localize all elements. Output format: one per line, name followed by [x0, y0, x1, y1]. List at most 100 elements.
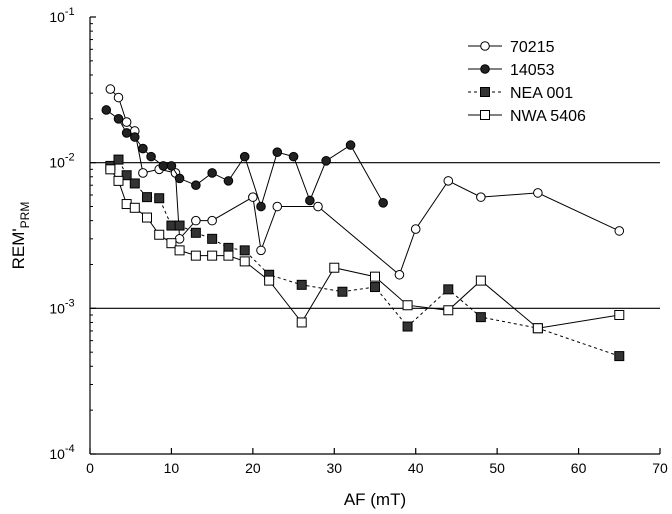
data-point — [475, 312, 486, 323]
data-point — [443, 284, 454, 295]
data-point — [532, 323, 543, 334]
legend-entry: NWA 5406 — [468, 108, 586, 125]
x-tick-label: 30 — [326, 460, 342, 476]
data-point — [402, 321, 413, 332]
data-point — [248, 192, 258, 202]
data-point — [174, 234, 185, 244]
data-point — [105, 164, 116, 175]
data-point — [239, 256, 250, 267]
data-point — [402, 300, 413, 311]
data-point — [101, 105, 112, 115]
data-point — [121, 128, 132, 138]
data-point — [207, 168, 217, 178]
y-axis-title-main: REM' — [9, 228, 28, 269]
data-point — [207, 250, 218, 261]
data-point — [329, 262, 340, 273]
data-point — [533, 188, 543, 198]
data-point — [410, 224, 421, 234]
data-point — [142, 192, 152, 203]
data-point — [476, 192, 486, 202]
data-point — [174, 245, 185, 256]
x-axis-title: AF (mT) — [344, 490, 406, 509]
y-axis-title: REM'PRM — [9, 202, 32, 270]
data-point — [475, 275, 486, 286]
data-point — [174, 173, 185, 184]
data-point — [305, 195, 315, 206]
data-point — [129, 178, 140, 189]
data-point — [154, 193, 165, 204]
legend-label: 14053 — [510, 62, 555, 79]
y-tick-exponent: -4 — [65, 443, 75, 455]
x-tick-label: 50 — [489, 460, 505, 476]
data-point — [190, 250, 201, 261]
data-point — [166, 238, 177, 249]
x-tick-label: 70 — [652, 460, 668, 476]
y-axis-title-subscript: PRM — [18, 202, 32, 229]
axis-titles: AF (mT) REM'PRM — [9, 202, 406, 509]
data-point — [138, 143, 148, 154]
legend-label: NEA 001 — [510, 85, 573, 102]
series-line — [109, 169, 620, 329]
data-point — [614, 351, 625, 362]
series-nea-001 — [105, 154, 625, 362]
data-point — [378, 198, 388, 208]
data-point — [190, 227, 201, 238]
x-tick-label: 10 — [164, 460, 180, 476]
legend-label: NWA 5406 — [510, 108, 586, 125]
data-point — [313, 201, 323, 212]
data-point — [158, 161, 169, 171]
data-point — [113, 154, 124, 165]
data-point — [146, 151, 156, 162]
y-tick-base: 10 — [49, 446, 65, 462]
data-point — [370, 282, 380, 293]
x-tick-label: 20 — [245, 460, 261, 476]
data-point — [121, 170, 132, 181]
reference-lines — [90, 162, 660, 309]
y-tick-label: 10-3 — [49, 297, 74, 316]
data-point — [223, 250, 234, 261]
data-point — [296, 279, 307, 290]
x-tick-label: 40 — [408, 460, 424, 476]
legend-entry: 70215 — [468, 39, 555, 56]
y-tick-exponent: -2 — [65, 152, 75, 164]
data-point — [113, 114, 124, 124]
legend-entry: NEA 001 — [468, 85, 573, 102]
y-tick-exponent: -3 — [65, 297, 75, 309]
data-point — [296, 317, 307, 328]
legend-marker — [480, 110, 490, 120]
x-tick-label: 60 — [571, 460, 587, 476]
data-point — [166, 161, 177, 171]
data-point — [256, 245, 266, 256]
data-point — [614, 226, 625, 236]
data-point — [443, 305, 454, 316]
data-point — [272, 201, 283, 212]
data-point — [174, 220, 185, 231]
legend-entry: 14053 — [468, 62, 555, 79]
legend-marker — [480, 41, 490, 51]
legend-marker — [480, 64, 490, 74]
series-14053 — [101, 105, 388, 212]
data-point — [614, 309, 625, 320]
data-point — [207, 233, 218, 244]
data-point — [142, 212, 152, 223]
data-point — [321, 155, 331, 166]
data-point — [191, 180, 201, 191]
data-point — [113, 92, 124, 103]
y-tick-exponent: -1 — [65, 6, 75, 18]
data-point — [239, 151, 250, 162]
data-point — [129, 132, 140, 142]
y-tick-base: 10 — [49, 300, 65, 316]
data-point — [105, 84, 116, 94]
data-point — [207, 215, 217, 226]
data-point — [345, 140, 356, 150]
data-point — [288, 151, 299, 162]
data-point — [154, 229, 165, 240]
legend-label: 70215 — [510, 39, 555, 56]
y-tick-base: 10 — [49, 155, 65, 171]
data-point — [129, 202, 140, 213]
y-tick-label: 10-4 — [49, 443, 74, 462]
data-point — [370, 271, 380, 282]
x-tick-label: 0 — [86, 460, 94, 476]
legend-marker — [480, 87, 490, 97]
